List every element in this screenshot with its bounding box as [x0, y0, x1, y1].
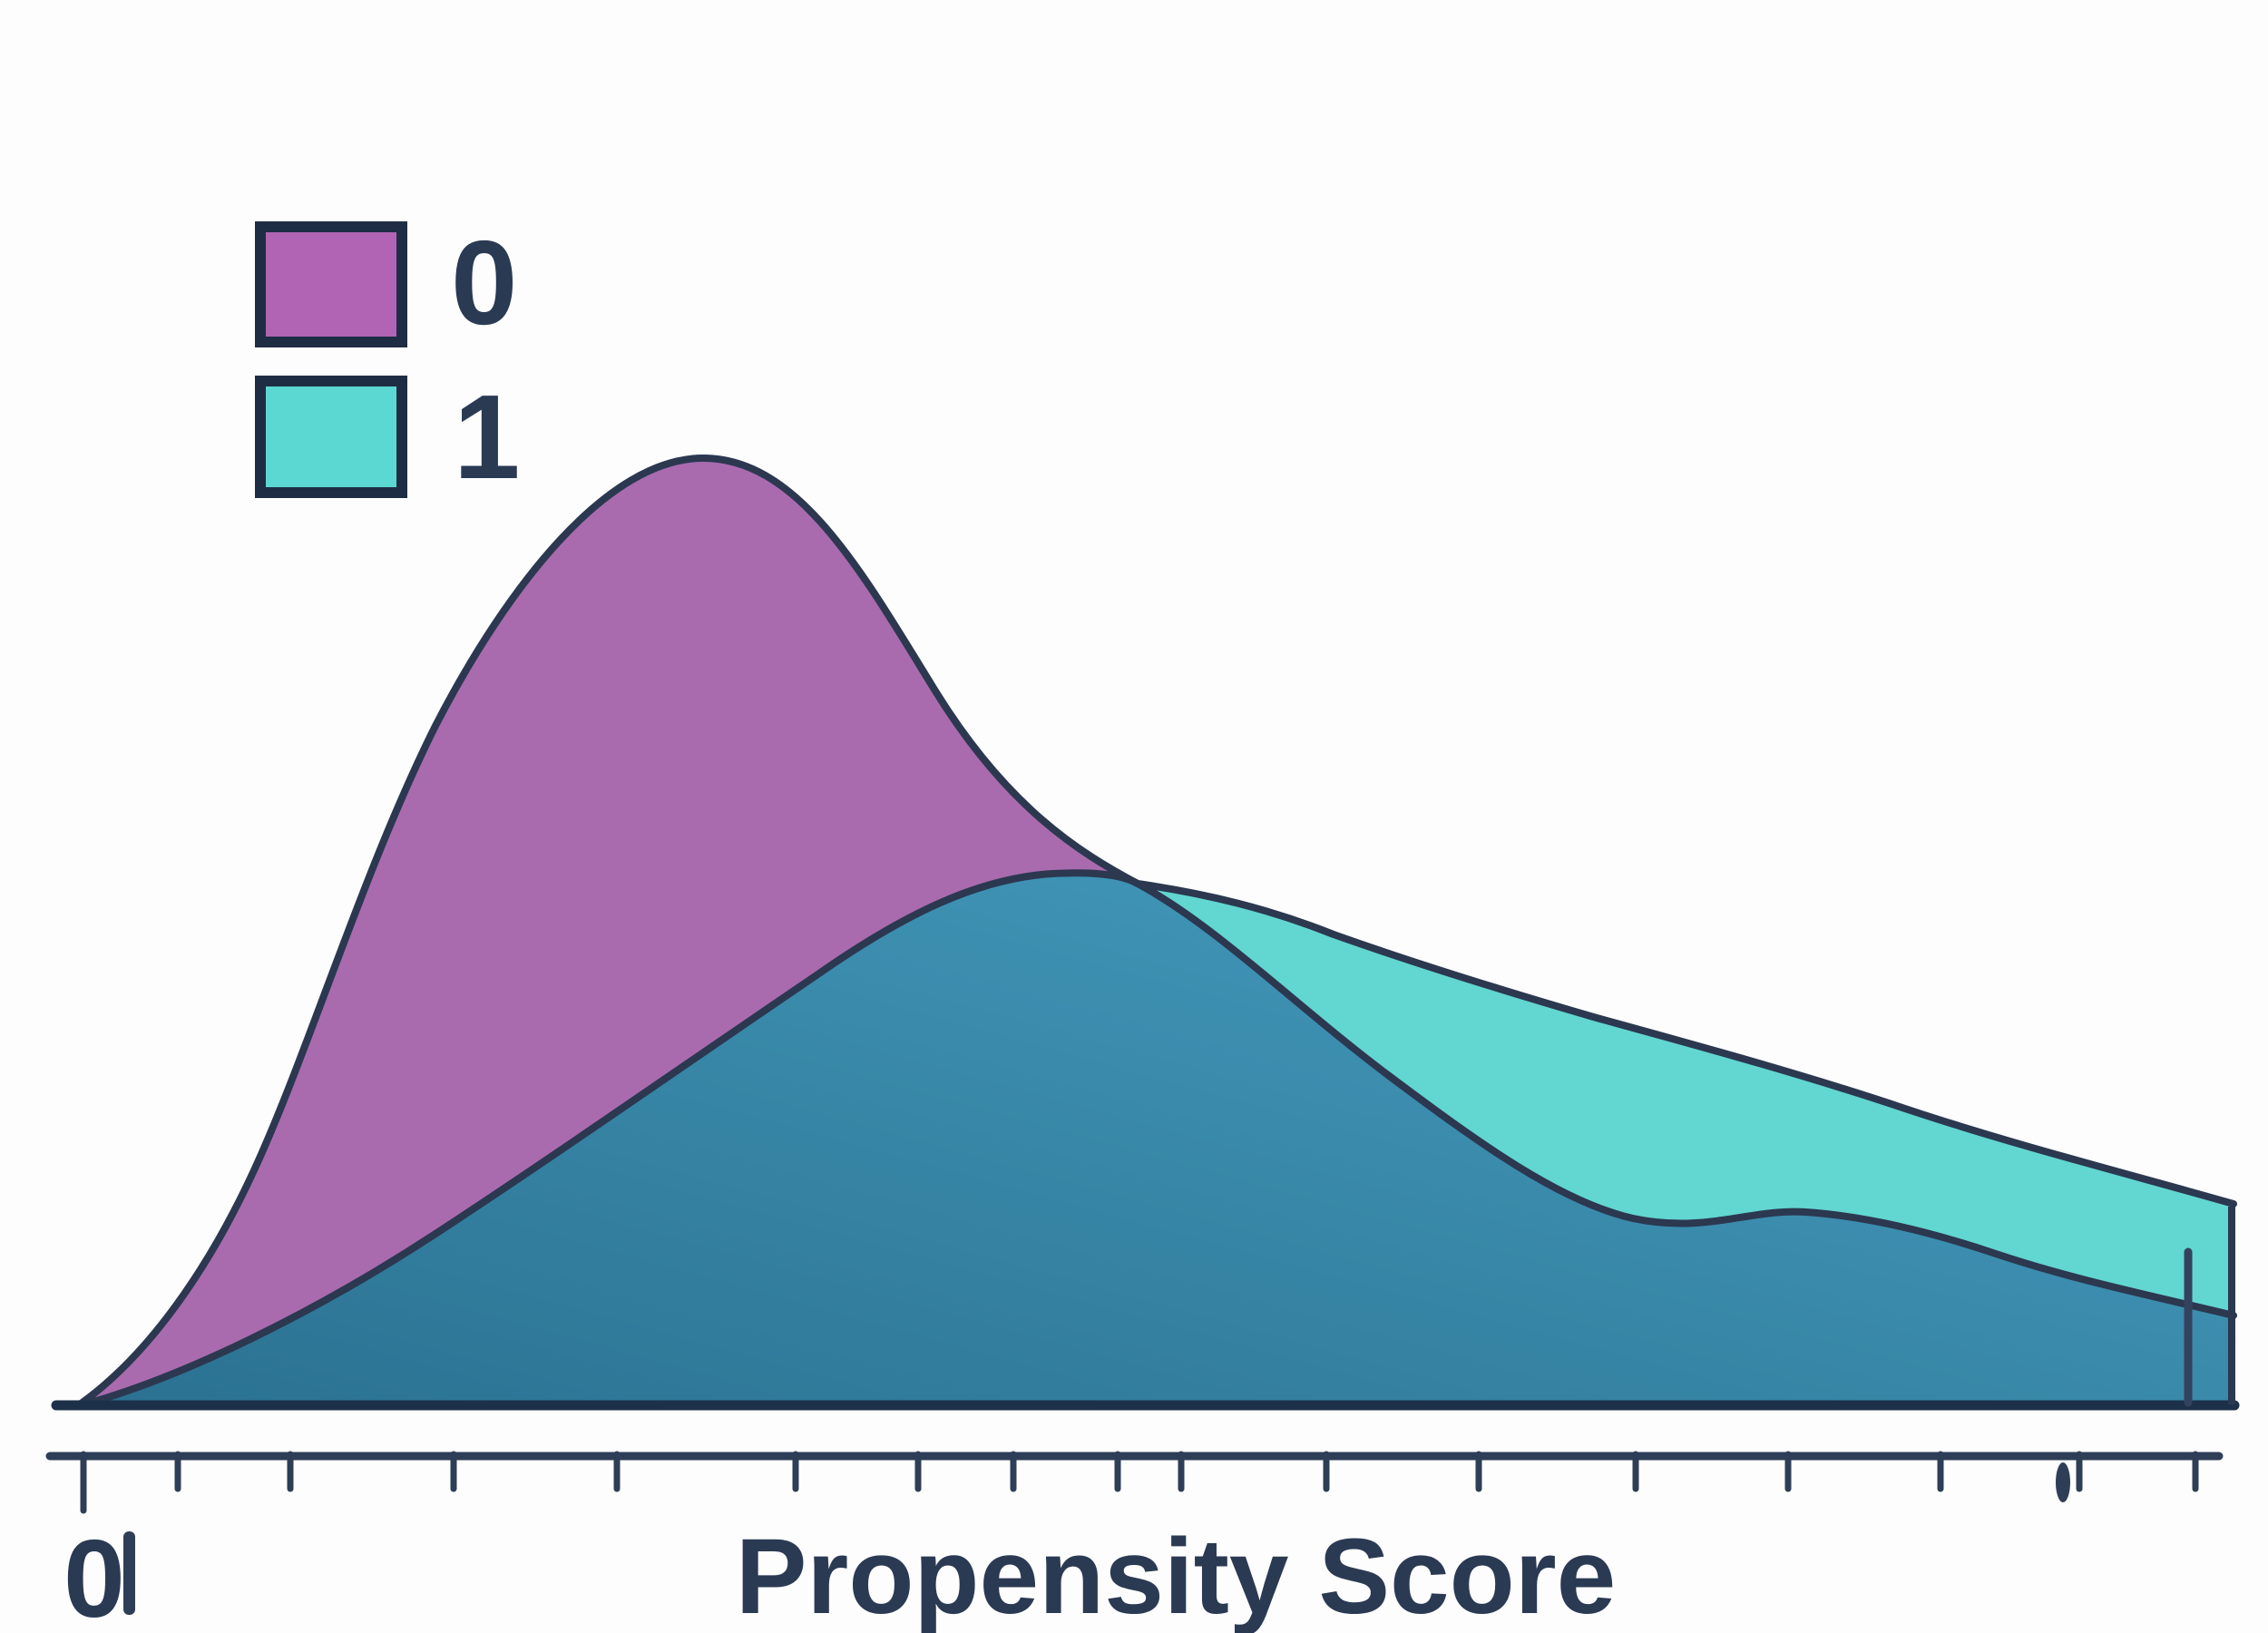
x-axis-title: Propensity Score: [736, 1517, 1617, 1633]
x-tick-label-zero: 0: [64, 1517, 125, 1633]
legend: 0 1: [255, 216, 520, 504]
stray-mark: [123, 1531, 135, 1615]
legend-swatch-group1: [255, 376, 407, 498]
density-curve-group0: [73, 455, 2237, 1410]
density-area-group1-teal: [1138, 884, 2234, 1315]
legend-label-group1: 1: [454, 370, 520, 504]
density-area-overlap: [77, 873, 2234, 1406]
legend-label-group0: 0: [451, 216, 517, 349]
legend-swatch-group0: [255, 221, 407, 347]
density-curve-group1: [73, 869, 2237, 1410]
tick-blob-artifact: [2056, 1462, 2070, 1502]
axis-ticks: [80, 1451, 2199, 1514]
density-area-group0-purple: [77, 458, 1138, 1406]
